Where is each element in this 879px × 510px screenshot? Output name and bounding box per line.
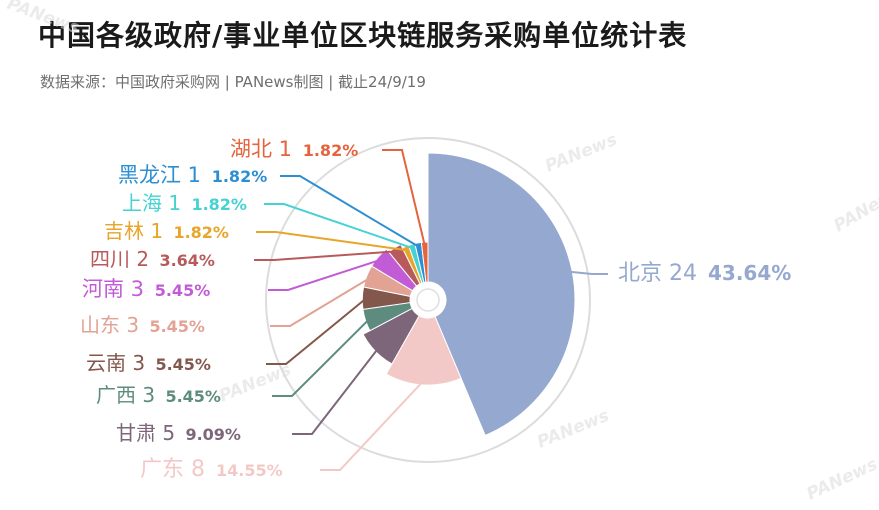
slice-label-percent-8: 1.82% <box>173 223 229 242</box>
slice-label-0: 北京 24 43.64% <box>618 261 791 286</box>
center-hole <box>410 282 446 318</box>
leader-line-4 <box>266 297 367 365</box>
chart-title: 中国各级政府/事业单位区块链服务采购单位统计表 <box>38 19 688 52</box>
slice-label-percent-9: 1.82% <box>191 195 247 214</box>
slice-label-name-6: 河南 3 <box>82 277 151 301</box>
slice-label-11: 湖北 1 1.82% <box>230 137 358 161</box>
slice-label-name-3: 广西 3 <box>96 383 161 407</box>
slice-label-percent-4: 5.45% <box>155 355 211 374</box>
slice-label-name-2: 甘肃 5 <box>116 421 181 445</box>
watermark-0: PANews <box>542 130 620 177</box>
outer-guide-ring <box>265 137 591 463</box>
slice-label-7: 四川 2 3.64% <box>90 247 215 271</box>
slice-label-name-0: 北京 24 <box>618 261 704 286</box>
slice-label-name-5: 山东 3 <box>80 313 145 337</box>
watermark-4: PANews <box>804 454 879 504</box>
leader-line-1 <box>320 380 425 471</box>
leader-line-5 <box>270 276 371 327</box>
leader-line-0 <box>568 270 608 275</box>
leader-line-11 <box>382 149 426 247</box>
slice-label-name-1: 广东 8 <box>140 457 212 482</box>
slice-label-percent-3: 5.45% <box>165 387 221 406</box>
slice-label-3: 广西 3 5.45% <box>96 383 221 407</box>
slice-label-percent-7: 3.64% <box>159 251 215 270</box>
slice-label-name-4: 云南 3 <box>86 351 151 375</box>
slice-label-percent-5: 5.45% <box>149 317 205 336</box>
leader-line-3 <box>272 318 370 397</box>
slices-group <box>361 152 576 437</box>
slice-label-percent-0: 43.64% <box>708 261 791 285</box>
chart-subtitle: 数据来源：中国政府采购网 | PANews制图 | 截止24/9/19 <box>40 73 426 91</box>
leader-line-8 <box>256 231 408 252</box>
leader-line-9 <box>264 203 414 250</box>
inner-guide-ring <box>416 288 440 312</box>
slice-label-percent-6: 5.45% <box>155 281 211 300</box>
slice-label-name-10: 黑龙江 1 <box>118 163 208 187</box>
leader-line-6 <box>268 258 382 291</box>
slice-label-percent-11: 1.82% <box>303 141 359 160</box>
slice-label-name-11: 湖北 1 <box>230 137 299 161</box>
slice-label-2: 甘肃 5 9.09% <box>116 421 241 445</box>
slice-label-9: 上海 1 1.82% <box>122 191 247 215</box>
slice-label-percent-1: 14.55% <box>216 461 283 480</box>
leader-line-7 <box>254 250 397 261</box>
slice-label-name-8: 吉林 1 <box>104 219 169 243</box>
slice-label-percent-2: 9.09% <box>185 425 241 444</box>
slice-label-name-7: 四川 2 <box>90 247 155 271</box>
slice-label-4: 云南 3 5.45% <box>86 351 211 375</box>
leader-line-2 <box>292 347 379 435</box>
slice-label-name-9: 上海 1 <box>122 191 187 215</box>
slice-label-10: 黑龙江 1 1.82% <box>118 163 267 187</box>
leader-line-10 <box>280 175 420 248</box>
slice-label-percent-10: 1.82% <box>212 167 268 186</box>
labels-group: 北京 24 43.64% 广东 8 14.55% 甘肃 5 9.09% 广西 3 5.… <box>80 137 791 482</box>
leader-lines-group <box>254 149 608 471</box>
watermark-2: PANews <box>534 406 612 453</box>
watermark-3: PANews <box>831 181 879 236</box>
slice-label-8: 吉林 1 1.82% <box>104 219 229 243</box>
slice-label-1: 广东 8 14.55% <box>140 457 283 482</box>
watermark-1: PANews <box>216 360 294 407</box>
slice-label-5: 山东 3 5.45% <box>80 313 205 337</box>
slice-label-6: 河南 3 5.45% <box>82 277 210 301</box>
watermark-5: PANews <box>4 0 82 39</box>
